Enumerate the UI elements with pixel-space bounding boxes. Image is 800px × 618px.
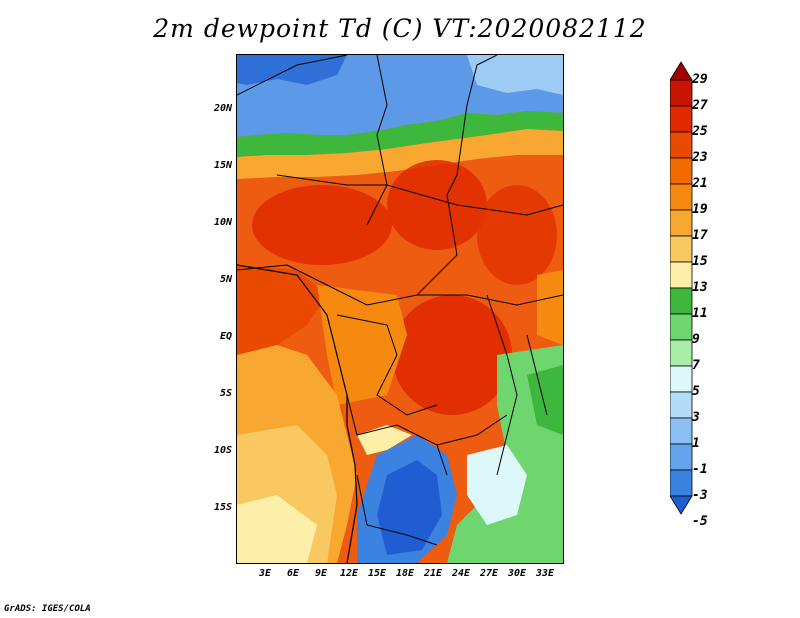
colorbar: [670, 61, 693, 515]
colorbar-label: -3: [692, 488, 708, 503]
colorbar-label: 23: [692, 150, 708, 165]
colorbar-segment: [670, 209, 693, 237]
lon-label-3e: 3E: [258, 568, 272, 579]
lat-label-5n: 5N: [219, 274, 232, 285]
colorbar-label: 29: [692, 72, 708, 87]
map-title: 2m dewpoint Td (C) VT:2020082112: [153, 14, 647, 43]
colorbar-label: 11: [692, 306, 708, 321]
colorbar-label: -5: [692, 514, 708, 529]
colorbar-segment: [670, 417, 693, 445]
lon-label-33e: 33E: [535, 568, 555, 579]
colorbar-label: 5: [692, 384, 700, 399]
colorbar-segment: [670, 469, 693, 497]
lat-label-10s: 10S: [213, 445, 232, 456]
lon-label-30e: 30E: [507, 568, 527, 579]
lon-label-21e: 21E: [423, 568, 443, 579]
lon-label-12e: 12E: [339, 568, 359, 579]
colorbar-segment: [670, 313, 693, 341]
colorbar-segment: [670, 183, 693, 211]
colorbar-label: 15: [692, 254, 708, 269]
lon-label-24e: 24E: [451, 568, 471, 579]
lon-label-27e: 27E: [479, 568, 499, 579]
colorbar-label: 13: [692, 280, 708, 295]
colorbar-label: 21: [692, 176, 708, 191]
colorbar-segment: [670, 365, 693, 393]
colorbar-label: 17: [692, 228, 708, 243]
colorbar-label: 7: [692, 358, 700, 373]
dewpoint-map: [236, 54, 564, 564]
colorbar-segment: [670, 131, 693, 159]
colorbar-segment: [670, 391, 693, 419]
colorbar-segment: [670, 79, 693, 107]
colorbar-segment: [670, 105, 693, 133]
colorbar-label: 9: [692, 332, 700, 347]
colorbar-label: 27: [692, 98, 708, 113]
lat-label-eq: EQ: [219, 331, 232, 342]
lat-label-5s: 5S: [219, 388, 232, 399]
credit-text: GrADS: IGES/COLA: [4, 604, 91, 614]
colorbar-segment: [670, 443, 693, 471]
lon-label-15e: 15E: [367, 568, 387, 579]
lon-label-18e: 18E: [395, 568, 415, 579]
lon-label-6e: 6E: [286, 568, 300, 579]
lat-label-20n: 20N: [213, 103, 232, 114]
colorbar-label: 1: [692, 436, 700, 451]
colorbar-segment: [670, 261, 693, 289]
lon-label-9e: 9E: [314, 568, 328, 579]
colorbar-label: 25: [692, 124, 708, 139]
colorbar-top-arrow: [670, 61, 693, 81]
colorbar-label: 3: [692, 410, 700, 425]
lat-label-15n: 15N: [213, 160, 232, 171]
lat-label-15s: 15S: [213, 502, 232, 513]
colorbar-segment: [670, 157, 693, 185]
colorbar-segment: [670, 287, 693, 315]
colorbar-bottom-arrow: [670, 495, 693, 515]
colorbar-segment: [670, 339, 693, 367]
colorbar-label: -1: [692, 462, 708, 477]
colorbar-segment: [670, 235, 693, 263]
lat-label-10n: 10N: [213, 217, 232, 228]
colorbar-label: 19: [692, 202, 708, 217]
